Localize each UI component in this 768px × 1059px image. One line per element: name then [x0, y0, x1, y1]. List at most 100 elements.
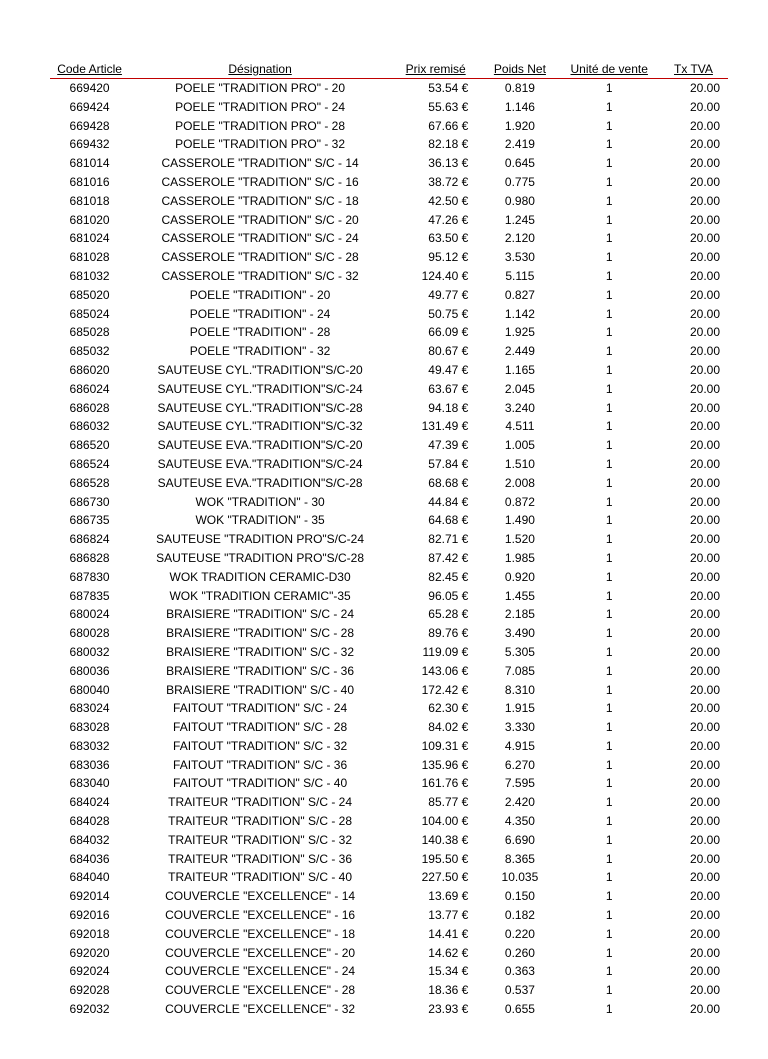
- cell-prix: 84.02 €: [391, 718, 480, 737]
- cell-code: 692032: [50, 1000, 129, 1019]
- cell-unite: 1: [559, 662, 658, 681]
- cell-unite: 1: [559, 793, 658, 812]
- cell-prix: 44.84 €: [391, 493, 480, 512]
- cell-prix: 67.66 €: [391, 117, 480, 136]
- table-row: 692032COUVERCLE "EXCELLENCE" - 3223.93 €…: [50, 1000, 728, 1019]
- table-row: 686730WOK "TRADITION" - 3044.84 €0.87212…: [50, 493, 728, 512]
- cell-tva: 20.00: [659, 511, 728, 530]
- cell-desig: TRAITEUR "TRADITION" S/C - 24: [129, 793, 391, 812]
- cell-poids: 7.595: [480, 774, 559, 793]
- header-prix: Prix remisé: [391, 60, 480, 79]
- table-row: 692016COUVERCLE "EXCELLENCE" - 1613.77 €…: [50, 906, 728, 925]
- cell-code: 686730: [50, 493, 129, 512]
- cell-prix: 68.68 €: [391, 474, 480, 493]
- cell-code: 684036: [50, 850, 129, 869]
- cell-tva: 20.00: [659, 211, 728, 230]
- cell-unite: 1: [559, 887, 658, 906]
- cell-tva: 20.00: [659, 229, 728, 248]
- table-row: 683040FAITOUT "TRADITION" S/C - 40161.76…: [50, 774, 728, 793]
- cell-tva: 20.00: [659, 718, 728, 737]
- table-row: 683032FAITOUT "TRADITION" S/C - 32109.31…: [50, 737, 728, 756]
- cell-code: 684040: [50, 868, 129, 887]
- cell-prix: 13.69 €: [391, 887, 480, 906]
- cell-unite: 1: [559, 530, 658, 549]
- header-poids: Poids Net: [480, 60, 559, 79]
- cell-unite: 1: [559, 229, 658, 248]
- cell-desig: POELE "TRADITION" - 20: [129, 286, 391, 305]
- cell-poids: 0.182: [480, 906, 559, 925]
- cell-poids: 8.365: [480, 850, 559, 869]
- cell-poids: 0.872: [480, 493, 559, 512]
- table-row: 686828SAUTEUSE "TRADITION PRO"S/C-2887.4…: [50, 549, 728, 568]
- cell-unite: 1: [559, 436, 658, 455]
- cell-prix: 82.71 €: [391, 530, 480, 549]
- cell-poids: 0.827: [480, 286, 559, 305]
- cell-desig: WOK TRADITION CERAMIC-D30: [129, 568, 391, 587]
- cell-tva: 20.00: [659, 117, 728, 136]
- cell-code: 686828: [50, 549, 129, 568]
- cell-poids: 3.490: [480, 624, 559, 643]
- cell-poids: 0.150: [480, 887, 559, 906]
- cell-desig: SAUTEUSE CYL."TRADITION"S/C-20: [129, 361, 391, 380]
- cell-poids: 1.146: [480, 98, 559, 117]
- cell-tva: 20.00: [659, 305, 728, 324]
- cell-poids: 4.915: [480, 737, 559, 756]
- cell-prix: 109.31 €: [391, 737, 480, 756]
- cell-tva: 20.00: [659, 173, 728, 192]
- cell-code: 683024: [50, 699, 129, 718]
- cell-desig: SAUTEUSE CYL."TRADITION"S/C-32: [129, 417, 391, 436]
- cell-unite: 1: [559, 981, 658, 1000]
- cell-desig: SAUTEUSE CYL."TRADITION"S/C-24: [129, 380, 391, 399]
- cell-poids: 4.350: [480, 812, 559, 831]
- table-row: 681014CASSEROLE "TRADITION" S/C - 1436.1…: [50, 154, 728, 173]
- cell-unite: 1: [559, 962, 658, 981]
- cell-unite: 1: [559, 154, 658, 173]
- cell-code: 692018: [50, 925, 129, 944]
- cell-tva: 20.00: [659, 981, 728, 1000]
- cell-desig: CASSEROLE "TRADITION" S/C - 28: [129, 248, 391, 267]
- cell-code: 692016: [50, 906, 129, 925]
- cell-code: 683028: [50, 718, 129, 737]
- cell-unite: 1: [559, 868, 658, 887]
- cell-tva: 20.00: [659, 793, 728, 812]
- cell-desig: POELE "TRADITION PRO" - 28: [129, 117, 391, 136]
- cell-prix: 87.42 €: [391, 549, 480, 568]
- cell-poids: 1.245: [480, 211, 559, 230]
- cell-unite: 1: [559, 455, 658, 474]
- cell-unite: 1: [559, 493, 658, 512]
- cell-desig: SAUTEUSE CYL."TRADITION"S/C-28: [129, 399, 391, 418]
- cell-unite: 1: [559, 812, 658, 831]
- cell-code: 681024: [50, 229, 129, 248]
- cell-unite: 1: [559, 718, 658, 737]
- cell-prix: 55.63 €: [391, 98, 480, 117]
- table-row: 687835WOK "TRADITION CERAMIC"-3596.05 €1…: [50, 587, 728, 606]
- cell-desig: BRAISIERE "TRADITION" S/C - 36: [129, 662, 391, 681]
- cell-poids: 1.985: [480, 549, 559, 568]
- cell-code: 683036: [50, 756, 129, 775]
- cell-poids: 6.690: [480, 831, 559, 850]
- cell-desig: BRAISIERE "TRADITION" S/C - 40: [129, 681, 391, 700]
- cell-code: 681032: [50, 267, 129, 286]
- table-row: 680028BRAISIERE "TRADITION" S/C - 2889.7…: [50, 624, 728, 643]
- table-row: 685032POELE "TRADITION" - 3280.67 €2.449…: [50, 342, 728, 361]
- cell-prix: 96.05 €: [391, 587, 480, 606]
- cell-desig: FAITOUT "TRADITION" S/C - 28: [129, 718, 391, 737]
- table-row: 669424POELE "TRADITION PRO" - 2455.63 €1…: [50, 98, 728, 117]
- cell-tva: 20.00: [659, 605, 728, 624]
- cell-poids: 1.455: [480, 587, 559, 606]
- cell-prix: 62.30 €: [391, 699, 480, 718]
- cell-poids: 1.142: [480, 305, 559, 324]
- cell-tva: 20.00: [659, 624, 728, 643]
- cell-code: 681014: [50, 154, 129, 173]
- cell-code: 681016: [50, 173, 129, 192]
- cell-prix: 65.28 €: [391, 605, 480, 624]
- table-row: 684040TRAITEUR "TRADITION" S/C - 40227.5…: [50, 868, 728, 887]
- cell-poids: 2.120: [480, 229, 559, 248]
- cell-code: 686032: [50, 417, 129, 436]
- cell-code: 683032: [50, 737, 129, 756]
- cell-poids: 1.490: [480, 511, 559, 530]
- price-table: Code Article Désignation Prix remisé Poi…: [50, 60, 728, 1019]
- cell-tva: 20.00: [659, 549, 728, 568]
- cell-prix: 104.00 €: [391, 812, 480, 831]
- cell-poids: 0.775: [480, 173, 559, 192]
